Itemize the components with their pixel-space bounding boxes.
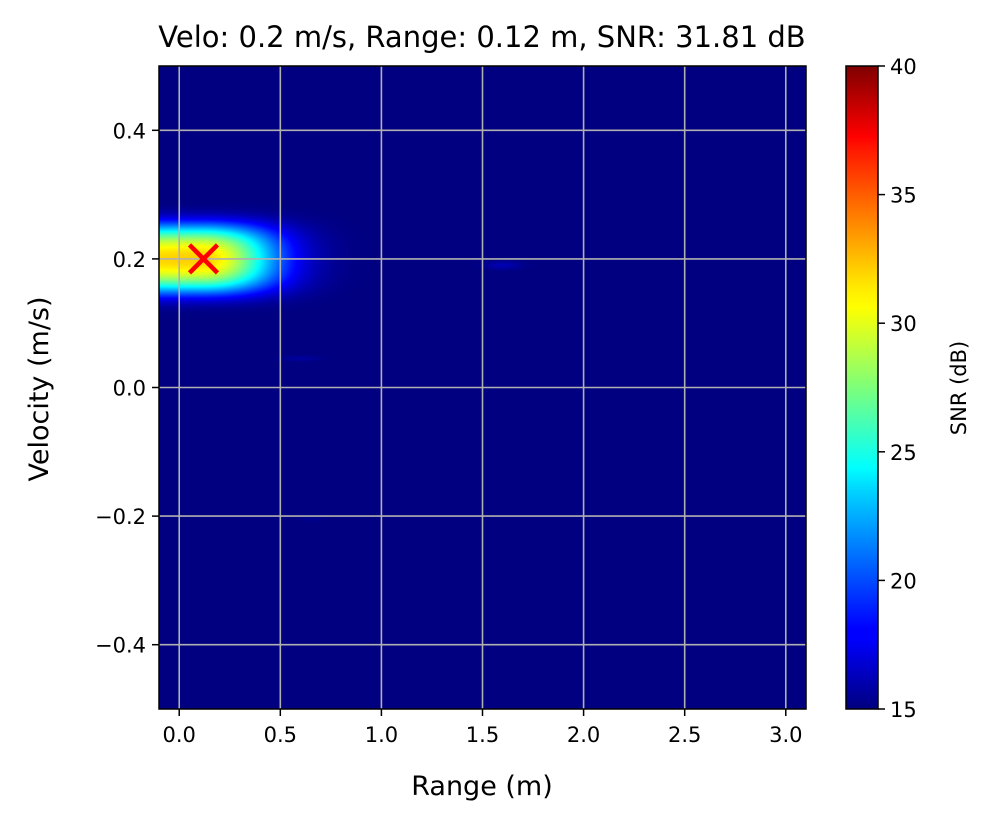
colorbar: 15 20 25 30 35 40 SNR (dB) bbox=[845, 55, 971, 722]
colorbar-ticks: 15 20 25 30 35 40 bbox=[878, 55, 917, 722]
peak-marker bbox=[187, 243, 220, 275]
colorbar-tick-label: 20 bbox=[890, 569, 917, 593]
x-axis-label: Range (m) bbox=[411, 771, 553, 802]
x-tick-label: 2.0 bbox=[567, 723, 600, 747]
y-tick-label: 0.4 bbox=[113, 119, 146, 143]
peak-marker-stroke bbox=[187, 243, 220, 275]
colorbar-gradient bbox=[845, 65, 879, 710]
heatmap-plot-area bbox=[158, 65, 807, 710]
y-tick-label: 0.0 bbox=[113, 377, 146, 401]
y-tick-label: −0.4 bbox=[95, 634, 146, 658]
y-tick-label: 0.2 bbox=[113, 248, 146, 272]
colorbar-tick-label: 15 bbox=[890, 698, 917, 722]
y-axis-label: Velocity (m/s) bbox=[24, 296, 55, 481]
grid-lines bbox=[159, 66, 806, 709]
x-tick-label: 0.5 bbox=[264, 723, 297, 747]
x-tick-label: 2.5 bbox=[668, 723, 701, 747]
y-tick-label: −0.2 bbox=[95, 505, 146, 529]
x-tick-label: 0.0 bbox=[163, 723, 196, 747]
colorbar-tick-label: 30 bbox=[890, 312, 917, 336]
chart-title: Velo: 0.2 m/s, Range: 0.12 m, SNR: 31.81… bbox=[158, 20, 805, 54]
x-tick-label: 1.5 bbox=[466, 723, 499, 747]
colorbar-tick-label: 25 bbox=[890, 441, 917, 465]
y-axis-ticks: −0.4 −0.2 0.0 0.2 0.4 bbox=[95, 119, 159, 658]
colorbar-tick-label: 40 bbox=[890, 55, 917, 79]
x-tick-label: 1.0 bbox=[365, 723, 398, 747]
x-axis-ticks: 0.0 0.5 1.0 1.5 2.0 2.5 3.0 bbox=[163, 709, 802, 747]
colorbar-label: SNR (dB) bbox=[947, 341, 971, 435]
colorbar-tick-label: 35 bbox=[890, 184, 917, 208]
x-tick-label: 3.0 bbox=[769, 723, 802, 747]
